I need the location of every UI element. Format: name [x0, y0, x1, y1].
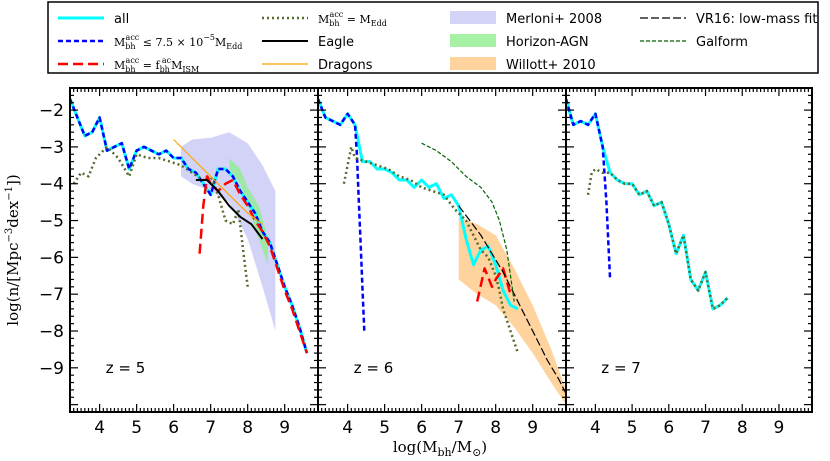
x-tick-label: 4: [342, 418, 353, 438]
series-eagle: [195, 179, 264, 240]
legend-label: Eagle: [318, 35, 354, 50]
plot-area: [318, 98, 566, 405]
band-willott: [458, 216, 566, 405]
legend-entry-edd: Mbhacc = MEdd: [262, 10, 387, 28]
legend-label: VR16: low-mass fit: [696, 12, 817, 27]
series-low: [566, 98, 612, 280]
y-tick-label: −4: [39, 175, 64, 195]
x-tick-label: 8: [490, 418, 501, 438]
plot-area: [566, 98, 729, 311]
legend-entry-all: all: [58, 12, 129, 27]
x-tick-label: 8: [242, 418, 253, 438]
y-tick-label: −3: [39, 138, 64, 158]
x-tick-label: 5: [379, 418, 390, 438]
legend-frame: [47, 1, 819, 74]
x-axis-label: log(Mbh/M⊙): [393, 438, 487, 459]
axis-layer: 4 5 6 7 8 9 4 5 6 7 8 9 4 5 6 7 8 9 −2 −3 −4 −5 −6 −7 −8 −9: [39, 101, 784, 438]
x-tick-label: 6: [168, 418, 179, 438]
x-tick-label: 7: [700, 418, 711, 438]
legend-entry-willott: Willott+ 2010: [450, 57, 596, 73]
legend-entry-ism: Mbhacc = fbhacMISM: [58, 56, 199, 74]
y-tick-label: −2: [39, 101, 64, 121]
legend-label: Mbhacc = MEdd: [318, 10, 387, 28]
legend-swatch: [450, 34, 496, 47]
legend-label: Willott+ 2010: [506, 58, 596, 73]
band-merloni: [181, 132, 276, 331]
legend-entry-vr16: VR16: low-mass fit: [640, 12, 817, 27]
panel-z7: z = 7: [565, 87, 813, 413]
x-tick-label: 9: [774, 418, 785, 438]
panel-z6: z = 6: [317, 87, 567, 413]
x-tick-label: 4: [590, 418, 601, 438]
legend-label: Dragons: [318, 58, 373, 73]
series-edd: [342, 145, 520, 354]
x-tick-label: 6: [663, 418, 674, 438]
y-tick-label: −6: [39, 248, 64, 268]
x-tick-label: 6: [416, 418, 427, 438]
y-tick-label: −9: [39, 359, 64, 379]
x-tick-label: 7: [453, 418, 464, 438]
y-axis-label: log(n/[Mpc−3dex−1]): [4, 174, 22, 325]
legend: all Mbhacc ≤ 7.5 × 10−5MEdd Mbhacc = fbhac…: [47, 1, 819, 74]
series-vr16: [458, 205, 566, 394]
x-tick-label: 4: [94, 418, 105, 438]
legend-label: Mbhacc ≤ 7.5 × 10−5MEdd: [114, 33, 242, 51]
band-horizon: [229, 158, 268, 265]
x-tick-label: 5: [131, 418, 142, 438]
legend-swatch: [450, 11, 496, 24]
x-tick-label: 9: [527, 418, 538, 438]
legend-entry-merloni: Merloni+ 2008: [450, 11, 602, 27]
legend-entry-eagle: Eagle: [262, 35, 354, 50]
legend-entry-dragons: Dragons: [262, 58, 373, 73]
series-galform: [421, 142, 515, 302]
panels-layer: z = 5 z = 6 z = 7: [69, 87, 813, 413]
redshift-label: z = 7: [601, 359, 641, 377]
legend-label: Merloni+ 2008: [506, 12, 602, 27]
plot-area: [70, 98, 309, 354]
legend-entry-horizon: Horizon-AGN: [450, 34, 589, 50]
legend-label: Horizon-AGN: [506, 35, 589, 50]
redshift-label: z = 6: [354, 359, 394, 377]
legend-swatch: [450, 57, 496, 70]
legend-entry-low: Mbhacc ≤ 7.5 × 10−5MEdd: [58, 33, 242, 51]
legend-label: Galform: [696, 35, 748, 50]
x-tick-label: 7: [205, 418, 216, 438]
series-edd: [72, 145, 249, 287]
x-tick-label: 8: [737, 418, 748, 438]
legend-label: Mbhacc = fbhacMISM: [114, 56, 199, 74]
series-dragons: [173, 139, 263, 225]
panel-z5: z = 5: [69, 87, 319, 413]
series-edd: [586, 167, 729, 311]
legend-label: all: [114, 12, 129, 27]
y-tick-label: −5: [39, 212, 64, 232]
x-tick-label: 5: [627, 418, 638, 438]
series-low: [318, 98, 366, 332]
y-tick-label: −7: [39, 285, 64, 305]
x-tick-label: 9: [279, 418, 290, 438]
redshift-label: z = 5: [106, 359, 146, 377]
series-ism: [475, 267, 512, 302]
legend-entry-galform: Galform: [640, 35, 748, 50]
y-tick-label: −8: [39, 322, 64, 342]
